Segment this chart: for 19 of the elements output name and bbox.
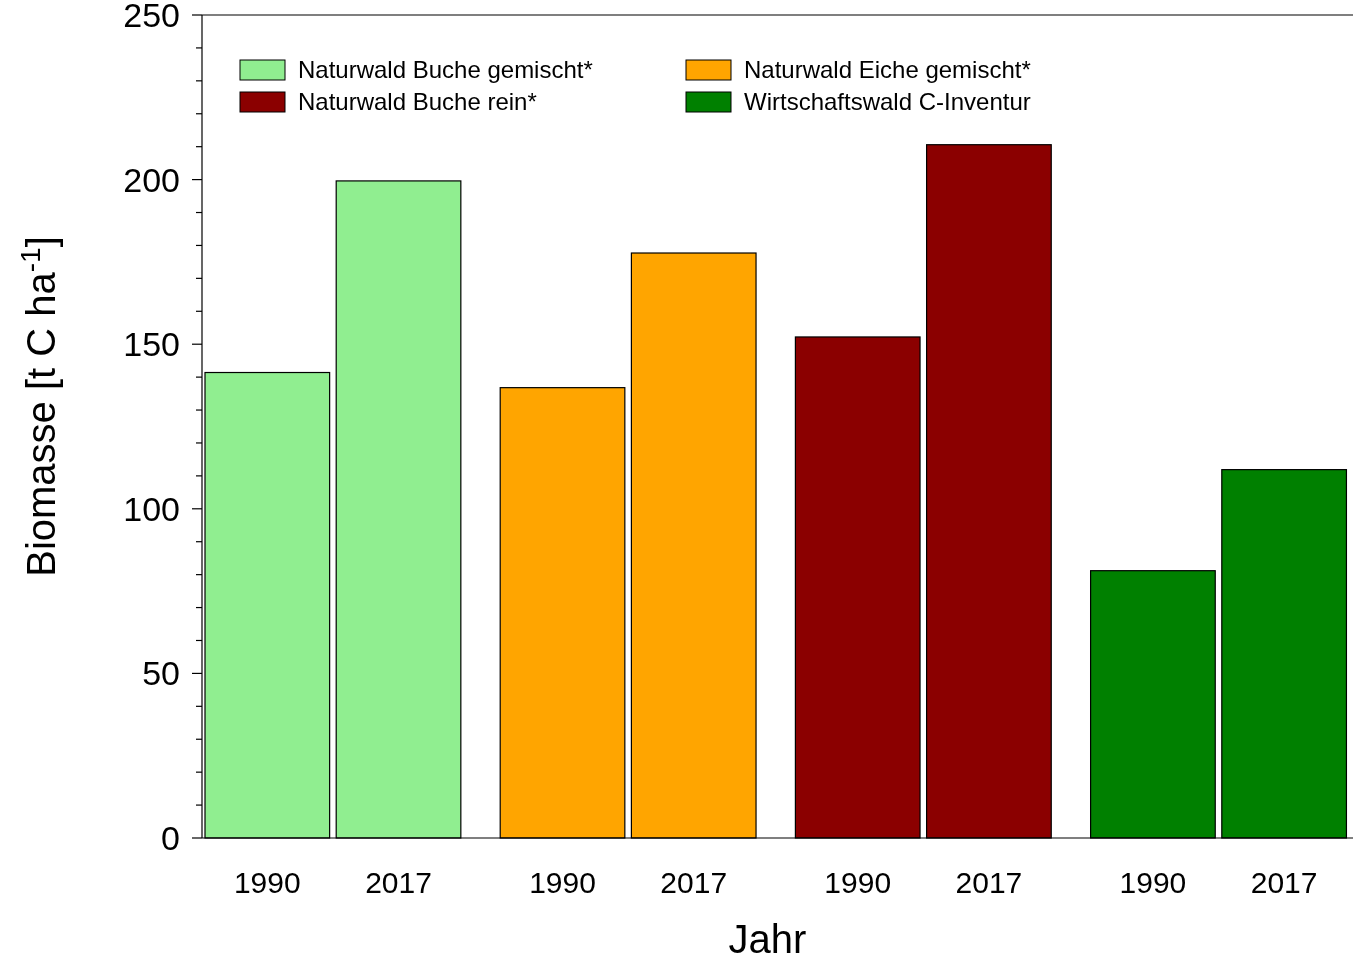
x-axis-title: Jahr (728, 917, 807, 960)
x-tick-label: 1990 (824, 866, 892, 899)
x-tick-label: 1990 (1119, 866, 1187, 899)
x-tick-label: 2017 (955, 866, 1023, 899)
legend-label: Naturwald Eiche gemischt* (744, 56, 1031, 84)
x-tick-label: 2017 (660, 866, 728, 899)
y-tick-label: 50 (142, 654, 180, 693)
legend-label: Naturwald Buche gemischt* (298, 56, 593, 84)
x-tick-label: 1990 (529, 866, 596, 899)
y-tick-label: 200 (123, 160, 180, 199)
legend-label: Wirtschaftswald C-Inventur (744, 88, 1031, 116)
x-tick-label: 1990 (233, 866, 301, 899)
y-tick-label: 100 (123, 489, 180, 528)
y-tick-label: 0 (161, 818, 180, 857)
x-tick-label: 2017 (1250, 866, 1318, 899)
y-tick-label: 250 (123, 0, 180, 34)
x-tick-label: 2017 (365, 866, 432, 899)
legend-label: Naturwald Buche rein* (298, 88, 537, 116)
y-tick-label: 150 (123, 325, 180, 364)
